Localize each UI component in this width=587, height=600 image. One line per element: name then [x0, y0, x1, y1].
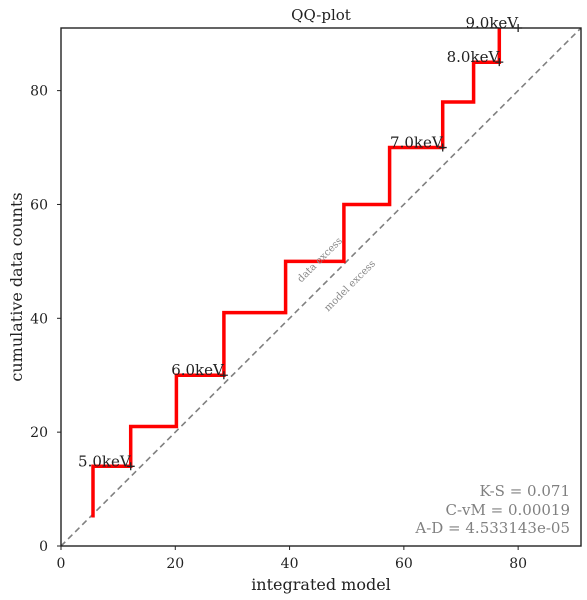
- energy-label: 6.0keV: [171, 361, 225, 379]
- y-tick-label: 60: [30, 197, 48, 213]
- marker-layer: 5.0keV 6.0keV 7.0keV 8.0keV 9.0keV: [78, 14, 523, 471]
- energy-label: 8.0keV: [447, 48, 501, 66]
- series-layer: [91, 28, 502, 518]
- x-tick-label: 20: [166, 556, 184, 572]
- x-axis-label: integrated model: [251, 575, 391, 594]
- plot-frame: [60, 27, 582, 547]
- x-tick-label: 40: [281, 556, 299, 572]
- y-tick-label: 40: [30, 311, 48, 327]
- reference-line-layer: [60, 27, 582, 547]
- energy-marker: [438, 143, 447, 152]
- y-tick-labels: 0 20 40 60 80: [30, 84, 61, 555]
- y-axis-label: cumulative data counts: [7, 192, 26, 381]
- y-tick-label: 20: [30, 425, 48, 441]
- energy-label: 9.0keV: [465, 14, 519, 32]
- chart-title: QQ-plot: [291, 6, 351, 24]
- energy-marker: [219, 371, 228, 380]
- qq-step-series-0: [91, 28, 502, 518]
- energy-label: 7.0keV: [390, 134, 444, 152]
- x-tick-label: 60: [395, 556, 413, 572]
- x-tick-labels: 0 20 40 60 80: [57, 546, 527, 572]
- cvm-statistic: C-vM = 0.00019: [445, 501, 570, 519]
- y-tick-label: 0: [39, 539, 48, 555]
- ad-statistic: A-D = 4.533143e-05: [414, 519, 570, 537]
- model-excess-annotation: model excess: [322, 258, 378, 314]
- x-tick-label: 0: [57, 556, 66, 572]
- energy-label: 5.0keV: [78, 452, 132, 470]
- ks-statistic: K-S = 0.071: [479, 482, 570, 500]
- energy-marker: [126, 462, 135, 471]
- y-tick-label: 80: [30, 84, 48, 100]
- x-tick-label: 80: [509, 556, 527, 572]
- reference-line: [60, 27, 582, 547]
- energy-marker: [495, 58, 504, 67]
